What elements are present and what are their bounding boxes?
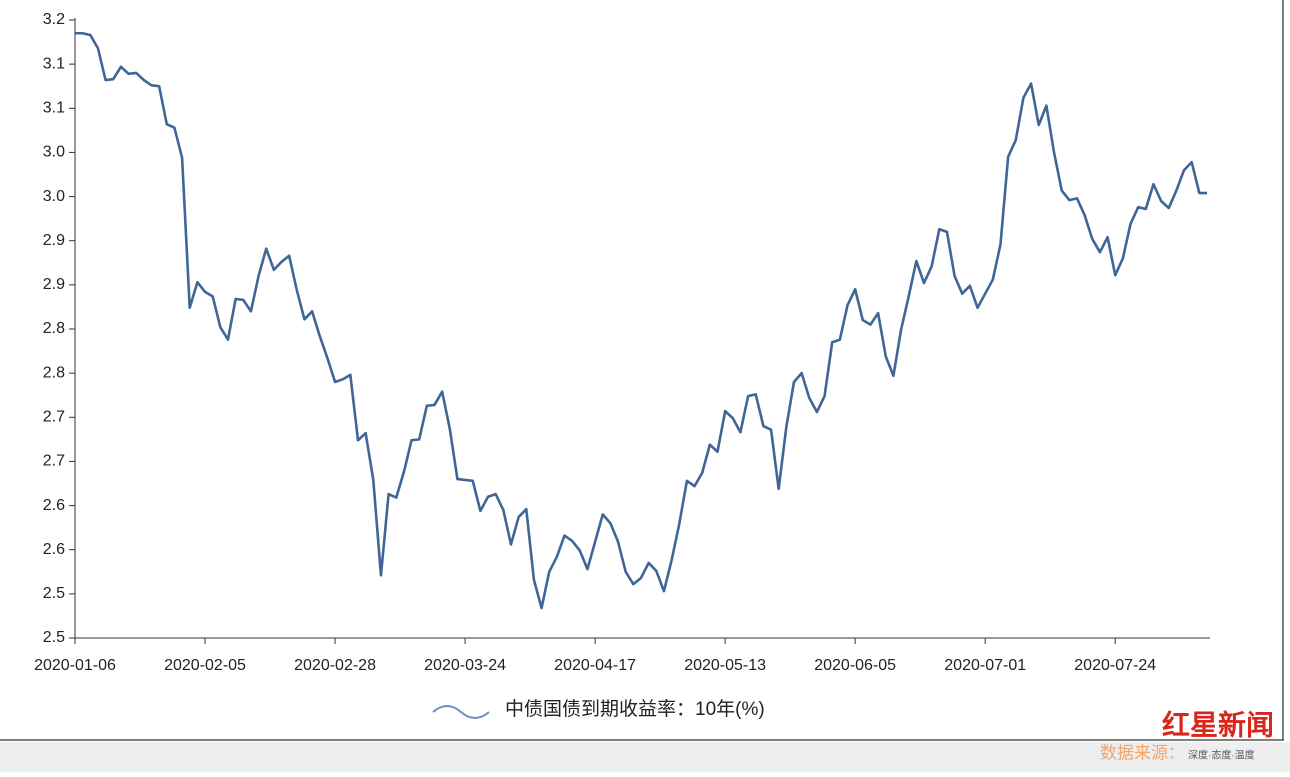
- x-tick-label: 2020-07-01: [944, 657, 1026, 674]
- y-tick-label: 2.5: [43, 629, 65, 646]
- legend-icon: [432, 705, 490, 719]
- x-tick-label: 2020-06-05: [814, 657, 896, 674]
- series-line: [75, 31, 1207, 610]
- x-tick-label: 2020-03-24: [424, 657, 506, 674]
- x-tick-label: 2020-02-05: [164, 657, 246, 674]
- y-tick-label: 3.1: [43, 100, 65, 117]
- y-tick-label: 2.7: [43, 409, 65, 426]
- y-tick-label: 2.5: [43, 585, 65, 602]
- y-tick-label: 2.8: [43, 364, 65, 381]
- y-tick-label: 3.1: [43, 55, 65, 72]
- x-tick-label: 2020-07-24: [1074, 657, 1156, 674]
- y-tick-label: 2.7: [43, 453, 65, 470]
- bottom-strip: [0, 742, 1290, 772]
- y-tick-label: 3.2: [43, 11, 65, 28]
- watermark-tagline: 深度·态度·温度: [1188, 749, 1255, 762]
- legend-label: 中债国债到期收益率：10年(%): [505, 698, 765, 720]
- watermark-source: 数据来源：: [1100, 743, 1185, 762]
- y-tick-label: 2.6: [43, 541, 65, 558]
- y-tick-label: 2.6: [43, 497, 65, 514]
- y-tick-label: 3.0: [43, 188, 65, 205]
- y-tick-label: 3.0: [43, 144, 65, 161]
- y-tick-label: 2.9: [43, 232, 65, 249]
- x-tick-label: 2020-05-13: [684, 657, 766, 674]
- x-tick-label: 2020-04-17: [554, 657, 636, 674]
- x-tick-label: 2020-02-28: [294, 657, 376, 674]
- x-tick-label: 2020-01-06: [34, 657, 116, 674]
- y-tick-label: 2.9: [43, 276, 65, 293]
- watermark-logo: 红星新闻: [1162, 708, 1274, 740]
- y-tick-label: 2.8: [43, 320, 65, 337]
